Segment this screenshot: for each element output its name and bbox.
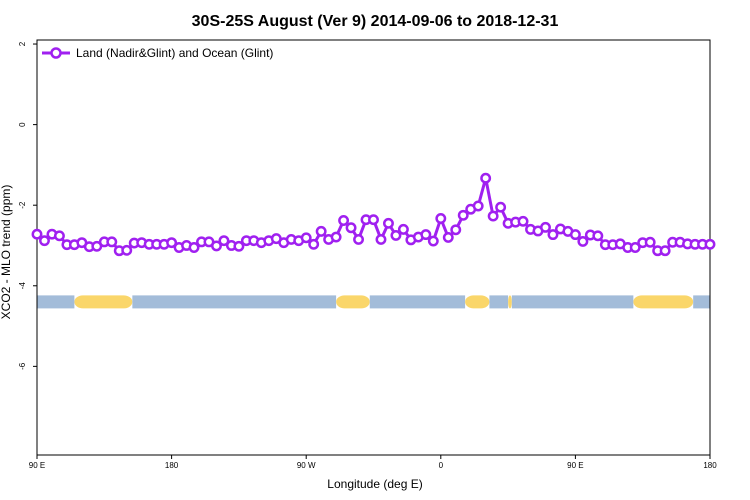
x-tick-label-5: 180 xyxy=(703,461,717,470)
data-point-10 xyxy=(106,236,118,248)
data-point-47 xyxy=(383,217,394,229)
data-point-1 xyxy=(39,235,50,247)
data-point-38 xyxy=(315,225,327,237)
band-segment-ocean-8 xyxy=(511,295,634,309)
data-point-84 xyxy=(659,245,671,257)
data-point-18 xyxy=(166,237,178,249)
band-segment-ocean-4 xyxy=(369,295,466,309)
y-axis-label: XCO2 - MLO trend (ppm) xyxy=(0,185,13,320)
data-point-41 xyxy=(338,215,350,226)
chart-title: 30S-25S August (Ver 9) 2014-09-06 to 201… xyxy=(192,13,559,30)
data-point-90 xyxy=(704,238,716,250)
data-point-80 xyxy=(629,242,641,253)
y-tick-label-3: -4 xyxy=(18,282,27,290)
surface-type-band xyxy=(37,295,710,309)
data-point-49 xyxy=(397,223,409,235)
series-layer xyxy=(31,172,716,257)
data-point-46 xyxy=(375,233,387,245)
y-tick-label-2: -2 xyxy=(18,201,27,209)
data-point-53 xyxy=(427,235,439,247)
data-point-42 xyxy=(345,222,357,234)
data-point-40 xyxy=(330,231,342,243)
data-point-24 xyxy=(211,240,222,252)
x-tick-label-3: 0 xyxy=(439,461,444,470)
legend-marker xyxy=(50,47,62,59)
y-axis-ticks: 2 0 -2 -4 -6 xyxy=(18,41,37,370)
x-tick-label-4: 90 E xyxy=(567,461,583,470)
data-point-8 xyxy=(91,240,103,252)
band-segment-ocean-6 xyxy=(489,295,509,309)
data-point-54 xyxy=(435,213,447,224)
band-segment-land-5 xyxy=(465,295,490,309)
band-segment-land-9 xyxy=(633,295,694,309)
y-tick-label-1: 0 xyxy=(18,122,27,127)
data-point-12 xyxy=(121,244,133,256)
data-point-59 xyxy=(472,200,484,212)
data-point-69 xyxy=(547,229,559,241)
data-point-0 xyxy=(31,228,43,240)
data-point-25 xyxy=(218,235,230,247)
legend: Land (Nadir&Glint) and Ocean (Glint) xyxy=(42,46,273,60)
data-point-45 xyxy=(368,214,379,226)
x-axis-ticks: 90 E 180 90 W 0 90 E 180 xyxy=(29,455,717,470)
band-segment-ocean-2 xyxy=(132,295,337,309)
data-point-75 xyxy=(592,230,604,242)
x-tick-label-2: 90 W xyxy=(297,461,316,470)
data-point-73 xyxy=(577,236,589,247)
data-point-48 xyxy=(390,229,402,241)
x-axis-label: Longitude (deg E) xyxy=(327,477,422,491)
data-point-37 xyxy=(308,238,320,250)
x-tick-label-1: 180 xyxy=(165,461,179,470)
legend-entry-label: Land (Nadir&Glint) and Ocean (Glint) xyxy=(76,46,273,60)
data-point-27 xyxy=(233,240,245,252)
data-point-60 xyxy=(480,172,492,184)
data-point-55 xyxy=(442,231,454,243)
data-point-3 xyxy=(53,230,65,242)
y-tick-label-0: 2 xyxy=(18,41,27,46)
band-segment-ocean-0 xyxy=(37,295,75,309)
data-point-21 xyxy=(188,242,200,253)
data-point-68 xyxy=(540,221,551,233)
y-tick-label-4: -6 xyxy=(18,362,27,370)
data-point-61 xyxy=(487,210,499,222)
data-point-43 xyxy=(353,233,364,245)
data-point-52 xyxy=(420,229,432,241)
data-point-72 xyxy=(569,229,581,241)
data-point-82 xyxy=(644,236,656,248)
band-segment-land-7 xyxy=(508,295,512,309)
band-segment-land-1 xyxy=(74,295,133,309)
band-segment-ocean-10 xyxy=(693,295,710,309)
x-tick-label-0: 90 E xyxy=(29,461,45,470)
data-point-57 xyxy=(457,209,469,221)
data-point-56 xyxy=(450,224,462,236)
data-point-62 xyxy=(495,201,507,213)
band-segment-land-3 xyxy=(336,295,370,309)
data-point-36 xyxy=(300,232,312,244)
data-point-65 xyxy=(517,215,529,227)
